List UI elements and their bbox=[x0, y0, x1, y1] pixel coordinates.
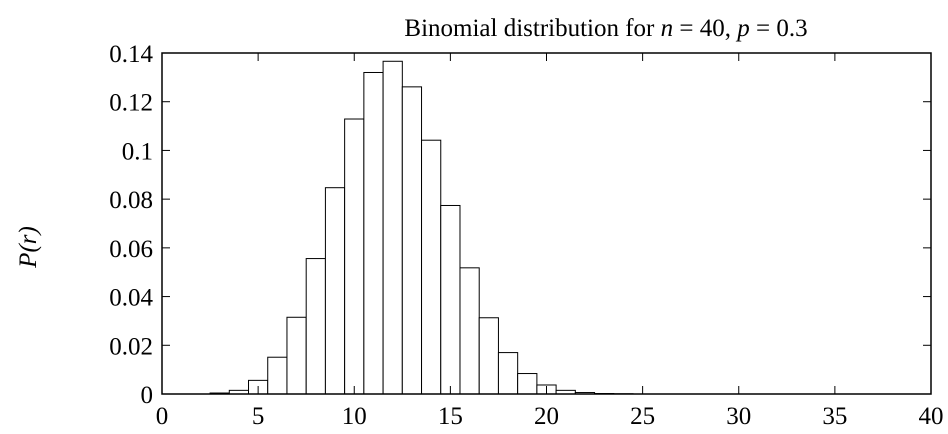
y-tick-label-1: 0.02 bbox=[109, 333, 153, 360]
x-tick-label-40: 40 bbox=[919, 403, 944, 430]
ticks-group bbox=[161, 52, 932, 395]
y-tick-label-6: 0.12 bbox=[109, 90, 153, 117]
title-n-value: = 40, bbox=[673, 15, 737, 42]
plot-frame bbox=[161, 52, 932, 395]
x-tick-label-30: 30 bbox=[726, 403, 751, 430]
x-tick-label-0: 0 bbox=[156, 403, 169, 430]
bar-r-8 bbox=[305, 258, 326, 395]
title-n-var: n bbox=[661, 15, 674, 42]
bar-r-18 bbox=[497, 352, 519, 395]
x-tick-label-5: 5 bbox=[252, 403, 265, 430]
bar-r-14 bbox=[421, 139, 442, 395]
bar-r-16 bbox=[459, 267, 480, 395]
bar-r-7 bbox=[286, 316, 307, 395]
bar-r-11 bbox=[363, 71, 384, 395]
y-tick-label-4: 0.08 bbox=[109, 187, 153, 214]
x-tick-label-35: 35 bbox=[822, 403, 847, 430]
y-tick-label-3: 0.06 bbox=[109, 236, 153, 263]
y-tick-label-0: 0 bbox=[141, 382, 154, 409]
x-tick-label-15: 15 bbox=[438, 403, 463, 430]
y-tick-label-2: 0.04 bbox=[109, 285, 153, 312]
bar-r-9 bbox=[324, 187, 346, 395]
bar-r-6 bbox=[267, 356, 288, 395]
bars-group bbox=[209, 60, 634, 395]
title-prefix: Binomial distribution for bbox=[404, 15, 660, 42]
x-tick-label-20: 20 bbox=[534, 403, 559, 430]
title-p-value: = 0.3 bbox=[750, 15, 808, 42]
title-p-var: p bbox=[735, 15, 750, 42]
y-tick-label-7: 0.14 bbox=[109, 41, 153, 68]
bar-r-19 bbox=[517, 373, 538, 395]
x-tick-label-10: 10 bbox=[342, 403, 367, 430]
bar-r-10 bbox=[344, 118, 365, 395]
chart-title: Binomial distribution for n = 40, p = 0.… bbox=[404, 15, 807, 42]
y-axis-label: P(r) bbox=[15, 226, 42, 269]
bar-r-17 bbox=[478, 317, 499, 395]
bar-r-15 bbox=[440, 204, 461, 395]
bar-r-13 bbox=[401, 86, 423, 395]
tick-labels-group: 0 5 10 15 20 25 30 35 40 0 0.02 0.04 0.06 0.08 0.1 0.12… bbox=[109, 41, 943, 430]
y-tick-label-5: 0.1 bbox=[122, 138, 153, 165]
x-tick-label-25: 25 bbox=[630, 403, 655, 430]
bar-r-12 bbox=[382, 60, 403, 395]
